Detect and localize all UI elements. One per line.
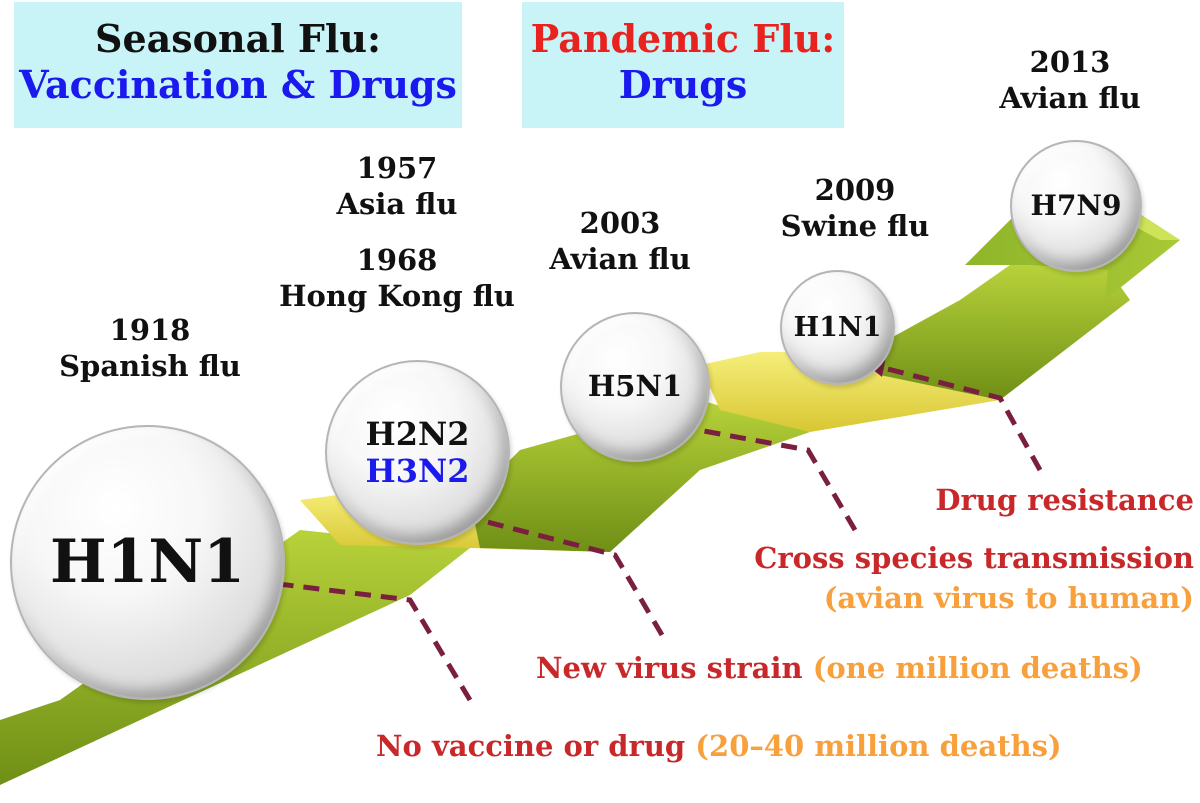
event-name: Hong Kong flu [279,279,515,313]
event-label-2013: 2013 Avian flu [970,44,1170,116]
seasonal-flu-box: Seasonal Flu: Vaccination & Drugs [14,2,462,128]
event-year: 1968 [356,243,438,277]
strain-label: H1N1 [49,527,246,597]
pandemic-flu-box: Pandemic Flu: Drugs [522,2,844,128]
seasonal-flu-title: Seasonal Flu: [95,16,381,61]
note-main: Drug resistance [935,483,1194,517]
strain-label: H1N1 [793,311,882,343]
note-new-strain: New virus strain (one million deaths) [536,650,1143,686]
strain-label: H5N1 [587,369,683,404]
seasonal-flu-subtitle: Vaccination & Drugs [19,62,457,107]
note-no-vaccine: No vaccine or drug (20–40 million deaths… [376,728,1062,764]
event-label-2009: 2009 Swine flu [755,172,955,244]
pandemic-flu-subtitle: Drugs [618,62,748,107]
event-name: Avian flu [549,242,691,276]
pandemic-flu-title: Pandemic Flu: [530,16,836,61]
note-detail: (one million deaths) [812,651,1143,685]
strain-bubble-2009: H1N1 [780,270,895,385]
arrow-riser-2 [700,352,1000,432]
note-main: New virus strain [536,651,803,685]
event-year: 1957 [356,151,438,185]
note-detail: (avian virus to human) [823,581,1194,615]
strain-label: H7N9 [1030,188,1122,222]
event-year: 2013 [1029,45,1111,79]
event-label-1957-1968: 1957 Asia flu 1968 Hong Kong flu [262,150,532,314]
strain-bubble-2013: H7N9 [1010,140,1142,272]
note-cross-species: Cross species transmission (avian virus … [754,540,1194,616]
event-name: Swine flu [780,209,930,243]
strain-bubble-1957-1968: H2N2 H3N2 [325,360,510,545]
event-name: Spanish flu [59,349,241,383]
event-year: 2003 [579,206,661,240]
connector-drug-resistance [875,363,1043,472]
event-label-2003: 2003 Avian flu [520,205,720,277]
connector-no-vaccine [261,579,473,702]
note-detail: (20–40 million deaths) [695,729,1062,763]
event-label-1918: 1918 Spanish flu [40,312,260,384]
event-name: Avian flu [999,81,1141,115]
strain-bubble-1918: H1N1 [10,425,285,700]
arrow-step-3 [860,265,1130,400]
note-drug-resistance: Drug resistance [935,482,1194,518]
event-name: Asia flu [336,187,458,221]
event-year: 2009 [814,173,896,207]
strain-label: H2N2 [365,414,470,453]
note-main: No vaccine or drug [376,729,686,763]
connector-cross-species [681,424,858,532]
strain-bubble-2003: H5N1 [560,312,710,462]
strain-label: H3N2 [365,451,470,490]
arrow-step-2 [470,400,810,552]
event-year: 1918 [109,313,191,347]
note-main: Cross species transmission [754,541,1194,575]
connector-new-strain [459,512,665,637]
